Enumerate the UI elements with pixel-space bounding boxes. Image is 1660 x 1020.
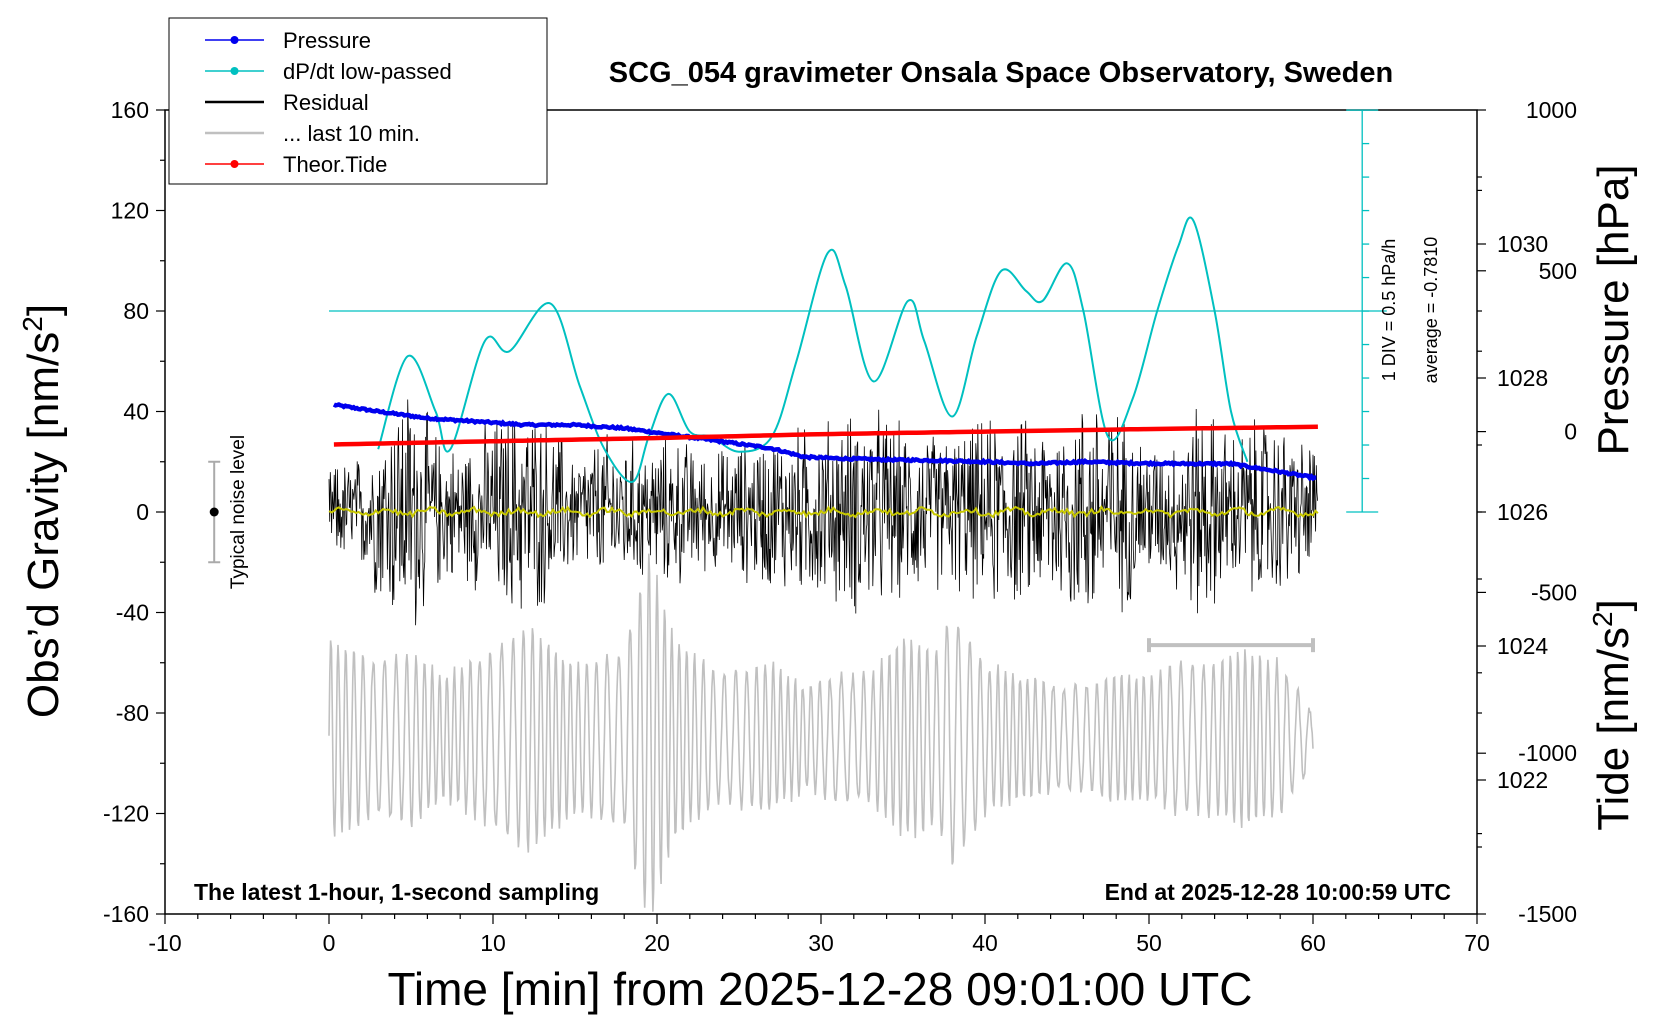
legend: Pressure dP/dt low-passed Residual ... last… [168, 17, 548, 185]
bottom-tick-label: 70 [1464, 930, 1490, 956]
footer-right: End at 2025-12-28 10:00:59 UTC [1105, 879, 1451, 905]
legend-marker [230, 36, 239, 44]
bottom-tick-label: 50 [1136, 930, 1162, 956]
tide-axis-label-main: Tide [nm/s [1589, 627, 1638, 831]
chart-title: SCG_054 gravimeter Onsala Space Observat… [609, 57, 1393, 89]
bottom-tick-label: 20 [644, 930, 670, 956]
dpdt-scale-bar [1346, 109, 1379, 513]
legend-marker [230, 67, 239, 75]
footer-left: The latest 1-hour, 1-second sampling [194, 879, 599, 905]
x-axis-label: Time [min] from 2025-12-28 09:01:00 UTC [388, 963, 1253, 1015]
pressure-tick-label: 1026 [1497, 499, 1548, 525]
pressure-tick-label: 1024 [1497, 633, 1548, 659]
legend-label: dP/dt low-passed [283, 59, 452, 84]
left-tick-label: 0 [136, 499, 149, 525]
noise-level-label: Typical noise level [228, 435, 249, 589]
pressure-tick-label: 1030 [1497, 231, 1548, 257]
noise-center-dot [209, 507, 219, 517]
left-axis-ticks: 160 120 80 40 0 -40 -80 -120 -160 [103, 97, 165, 927]
left-tick-label: 160 [111, 97, 149, 123]
dpdt-scale-label: 1 DIV = 0.5 hPa/h [1379, 239, 1399, 382]
tide-tick-label: 1000 [1526, 97, 1577, 123]
bottom-tick-label: 40 [972, 930, 998, 956]
legend-marker [230, 160, 239, 168]
dpdt-lowpassed-line [377, 216, 1249, 483]
left-tick-label: -80 [116, 700, 149, 726]
pressure-tick-label: 1028 [1497, 365, 1548, 391]
left-axis-label: Obs’d Gravity [nm/s2] [17, 304, 68, 718]
tide-axis-label: Tide [nm/s2] [1587, 599, 1638, 831]
tide-tick-label: -500 [1531, 579, 1577, 605]
left-axis-label-sup: 2 [17, 316, 48, 332]
tide-tick-label: 0 [1564, 419, 1577, 445]
tide-axis-label-end: ] [1589, 599, 1638, 611]
bottom-tick-label: 0 [323, 930, 336, 956]
bottom-axis-ticks: -10 0 10 20 30 40 50 60 70 [148, 914, 1490, 956]
left-axis-label-end: ] [19, 304, 68, 316]
pressure-tick-label: 1022 [1497, 767, 1548, 793]
pressure-axis-ticks: 1030 1028 1026 1024 1022 [1477, 176, 1548, 848]
legend-label: ... last 10 min. [283, 121, 420, 146]
residual-smoothed-line [328, 504, 1319, 519]
bottom-tick-label: 10 [480, 930, 506, 956]
pressure-line [332, 402, 1317, 482]
bottom-tick-label: 30 [808, 930, 834, 956]
bottom-tick-label: -10 [148, 930, 181, 956]
tide-tick-label: 500 [1539, 258, 1577, 284]
tide-tick-label: -1000 [1518, 740, 1577, 766]
legend-label: Residual [283, 90, 369, 115]
left-axis-label-main: Obs’d Gravity [nm/s [19, 332, 68, 718]
left-tick-label: 80 [123, 298, 149, 324]
pressure-axis-label: Pressure [hPa] [1589, 164, 1638, 455]
tide-tick-label: -1500 [1518, 901, 1577, 927]
tide-axis-label-sup: 2 [1587, 611, 1618, 627]
theoretical-tide-line [333, 424, 1318, 447]
left-tick-label: 40 [123, 399, 149, 425]
bottom-tick-label: 60 [1300, 930, 1326, 956]
tide-axis-ticks: 1000 500 0 -500 -1000 -1500 [1477, 97, 1577, 927]
last-10-min-bar [1147, 638, 1315, 653]
left-tick-label: 120 [111, 198, 149, 224]
left-tick-label: -40 [116, 600, 149, 626]
legend-label: Theor.Tide [283, 152, 387, 177]
dpdt-average-label: average = -0.7810 [1421, 237, 1441, 384]
legend-label: Pressure [283, 28, 371, 53]
residual-line [328, 399, 1318, 626]
left-tick-label: -160 [103, 901, 149, 927]
left-tick-label: -120 [103, 801, 149, 827]
noise-level-indicator [208, 460, 221, 564]
last-10-min-line [328, 553, 1314, 912]
